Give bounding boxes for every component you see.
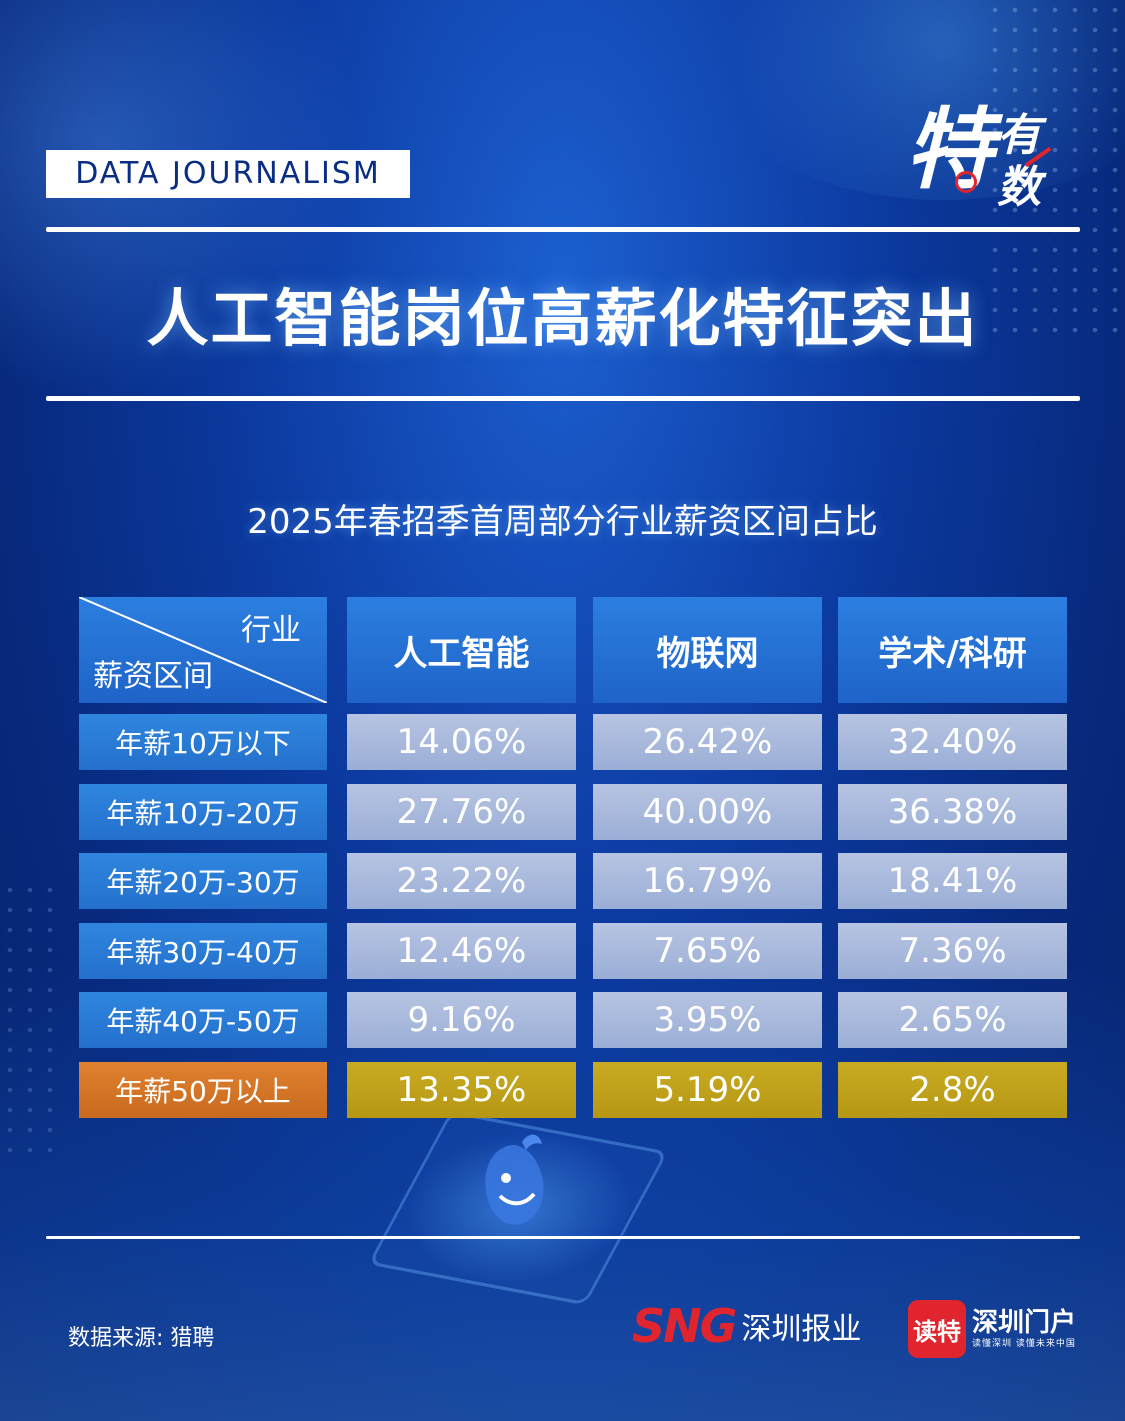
table-corner: 行业 薪资区间 [79, 597, 327, 703]
divider [46, 1236, 1080, 1239]
column-header: 学术/科研 [838, 597, 1067, 703]
dot-pattern [0, 880, 60, 1160]
sng-text: 深圳报业 [741, 1312, 862, 1347]
chart-title: 2025年春招季首周部分行业薪资区间占比 [247, 502, 878, 542]
divider [46, 396, 1080, 401]
table-cell: 7.36% [838, 923, 1067, 979]
column-header: 人工智能 [347, 597, 576, 703]
table-cell: 40.00% [593, 784, 822, 840]
row-label: 年薪10万以下 [79, 714, 327, 770]
table-cell: 32.40% [838, 714, 1067, 770]
table-cell: 13.35% [347, 1062, 576, 1118]
corner-label-salary: 薪资区间 [93, 659, 213, 694]
brand-small-bottom: 数 [997, 162, 1041, 213]
table-cell: 36.38% [838, 784, 1067, 840]
whale-mascot-icon [485, 1134, 544, 1225]
page-title: 人工智能岗位高薪化特征突出 [146, 282, 979, 355]
table-cell: 14.06% [347, 714, 576, 770]
column-header: 物联网 [593, 597, 822, 703]
data-source: 数据来源: 猎聘 [68, 1326, 215, 1351]
table-cell: 23.22% [347, 853, 576, 909]
row-label: 年薪50万以上 [79, 1062, 327, 1118]
table-cell: 9.16% [347, 992, 576, 1048]
brand-small-top: 有 [997, 110, 1041, 161]
dute-logo: 读特 深圳门户 读懂深圳 读懂未来中国 [908, 1300, 1076, 1358]
table-cell: 7.65% [593, 923, 822, 979]
table-cell: 26.42% [593, 714, 822, 770]
table-cell: 18.41% [838, 853, 1067, 909]
magnifier-icon [955, 171, 977, 193]
row-label: 年薪30万-40万 [79, 923, 327, 979]
row-label: 年薪20万-30万 [79, 853, 327, 909]
sng-logo: SNG 深圳报业 [632, 1296, 861, 1356]
dute-box: 读特 [908, 1300, 966, 1358]
sng-mark: SNG [632, 1299, 737, 1353]
brand-big-char: 特 [905, 98, 994, 201]
table-cell: 27.76% [347, 784, 576, 840]
table-cell: 5.19% [593, 1062, 822, 1118]
divider [46, 227, 1080, 232]
dot-pattern [985, 0, 1125, 340]
dute-name: 深圳门户 [972, 1308, 1077, 1338]
corner-label-industry: 行业 [241, 613, 301, 648]
row-label: 年薪10万-20万 [79, 784, 327, 840]
table-cell: 2.65% [838, 992, 1067, 1048]
table-cell: 16.79% [593, 853, 822, 909]
brand-logo: 特 有 数 [905, 95, 1075, 215]
table-cell: 3.95% [593, 992, 822, 1048]
row-label: 年薪40万-50万 [79, 992, 327, 1048]
table-cell: 2.8% [838, 1062, 1067, 1118]
table-cell: 12.46% [347, 923, 576, 979]
data-journalism-tag: DATA JOURNALISM [46, 150, 410, 198]
corner-diagonal [79, 597, 327, 703]
dute-slogan: 读懂深圳 读懂未来中国 [972, 1339, 1076, 1349]
